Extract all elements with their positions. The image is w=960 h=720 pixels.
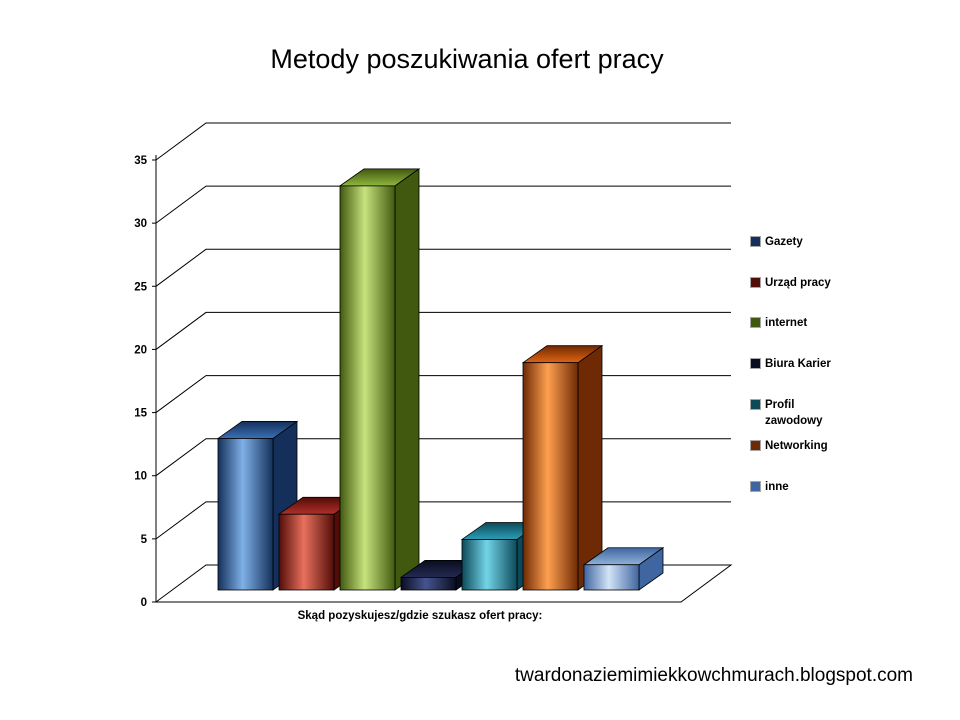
chart-legend: Gazety Urząd pracy internet Biura Karier Pro… — [751, 234, 846, 519]
legend-label-networking: Networking — [765, 440, 828, 453]
legend-swatch-gazety — [751, 237, 760, 246]
y-tick-label-15: 15 — [134, 408, 147, 420]
legend-label-inne: inne — [765, 480, 789, 493]
legend-swatch-biura-karier — [751, 359, 760, 369]
legend-swatch-networking — [751, 441, 760, 451]
gridline-15 — [155, 375, 731, 413]
gridline-35 — [155, 122, 731, 161]
x-axis-label: Skąd pozyskujesz/gdzie szukasz ofert pra… — [297, 610, 543, 622]
legend-item-networking: Networking — [751, 438, 846, 455]
bar-front-face-networking — [522, 362, 579, 591]
bar-side-face-networking — [577, 344, 603, 591]
footer-url: twardonaziemimiekkowchmurach.blogspot.co… — [514, 665, 913, 686]
bar-side-face-internet — [394, 168, 420, 591]
legend-item-profil-zawodowy: Profil zawodowy — [751, 397, 846, 430]
y-tick-label-25: 25 — [134, 281, 147, 293]
legend-swatch-urz-d-pracy — [751, 277, 760, 287]
legend-item-inne: inne — [751, 479, 846, 496]
bar-front-face-gazety — [217, 438, 274, 591]
bar-front-face-biura-karier — [400, 576, 457, 591]
legend-item-internet: internet — [751, 315, 846, 332]
legend-swatch-profil-zawodowy — [751, 399, 760, 409]
bar-inne — [582, 546, 665, 591]
bar-networking — [521, 344, 604, 591]
bar-front-face-internet — [339, 185, 396, 591]
legend-item-urz-d-pracy: Urząd pracy — [751, 275, 846, 292]
y-tick-label-35: 35 — [134, 155, 147, 167]
bar-front-face-profil-zawodowy — [461, 539, 518, 591]
gridline-20 — [155, 311, 731, 350]
bar-front-face-urz-d-pracy — [278, 513, 335, 591]
legend-item-biura-karier: Biura Karier — [751, 356, 846, 373]
bar-front-face-inne — [583, 564, 640, 591]
y-tick-label-5: 5 — [141, 534, 148, 546]
gridline-30 — [155, 185, 731, 224]
legend-label-internet: internet — [765, 317, 808, 330]
legend-swatch-internet — [751, 318, 760, 328]
gridline-25 — [155, 248, 731, 287]
y-tick-label-0: 0 — [141, 597, 147, 609]
legend-label-profil-zawodowy: Profil zawodowy — [765, 398, 823, 428]
legend-item-gazety: Gazety — [751, 234, 846, 251]
legend-label-urz-d-pracy: Urząd pracy — [765, 276, 831, 289]
legend-label-biura-karier: Biura Karier — [765, 358, 831, 371]
y-tick-label-10: 10 — [134, 471, 147, 483]
bar-internet — [338, 168, 421, 591]
legend-swatch-inne — [751, 481, 760, 491]
legend-label-gazety: Gazety — [765, 236, 803, 248]
chart-floor — [154, 564, 733, 603]
chart-title: Metody poszukiwania ofert pracy — [270, 44, 664, 74]
y-tick-label-20: 20 — [134, 344, 147, 356]
y-tick-label-30: 30 — [134, 218, 147, 230]
